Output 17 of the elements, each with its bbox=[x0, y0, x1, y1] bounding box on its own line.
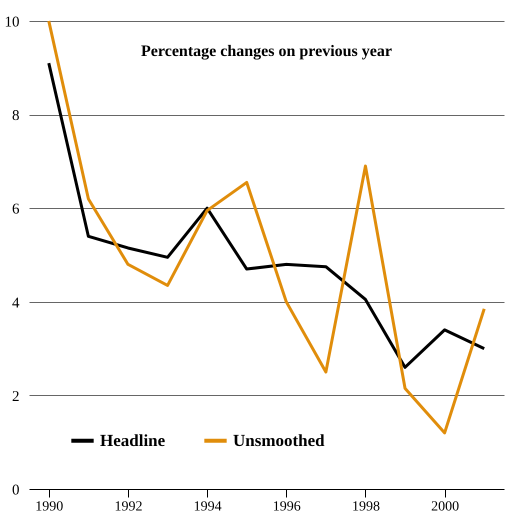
x-tick-label: 1998 bbox=[352, 500, 380, 514]
x-tick-label: 1996 bbox=[272, 500, 301, 514]
legend-label: Unsmoothed bbox=[233, 430, 326, 450]
line-series bbox=[47, 62, 486, 369]
x-tick-label: 2000 bbox=[431, 500, 460, 514]
legend-label: Headline bbox=[100, 430, 166, 450]
x-tick-label: 1990 bbox=[35, 500, 64, 514]
y-tick-label: 2 bbox=[12, 388, 20, 405]
y-tick-label: 8 bbox=[12, 108, 20, 124]
line-series bbox=[47, 20, 486, 434]
x-tick-label: 1994 bbox=[194, 500, 222, 514]
x-tick-label: 1992 bbox=[114, 500, 142, 514]
y-tick-label: 4 bbox=[12, 295, 20, 312]
y-tick-label: 10 bbox=[4, 14, 20, 30]
text: Percentage changes on previous year bbox=[141, 43, 392, 60]
y-tick-label: 6 bbox=[12, 202, 20, 218]
y-tick-label: 0 bbox=[12, 482, 20, 498]
